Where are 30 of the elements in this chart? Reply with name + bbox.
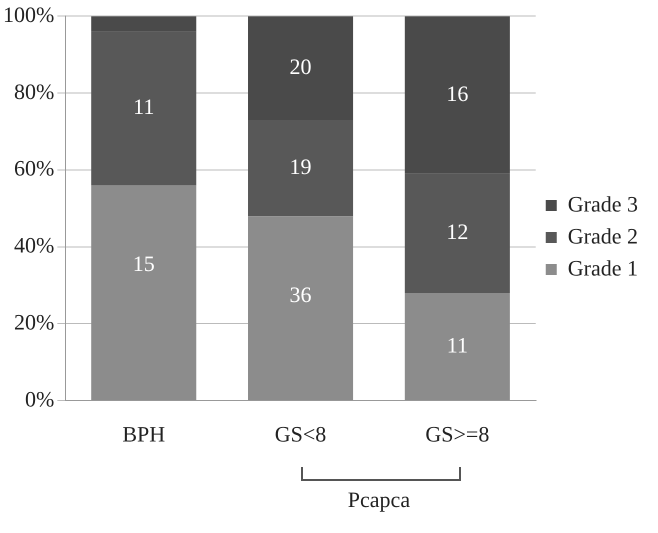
annotation: 20 [290, 54, 312, 79]
y-tick-label: 40% [14, 232, 54, 258]
annotation: 15 [132, 251, 155, 276]
text: Pcapca [348, 487, 410, 513]
annotation: 12 [446, 219, 468, 244]
x-tick-label: GS<8 [274, 422, 326, 447]
y-tick-label: 20% [14, 310, 54, 334]
annotation: 16 [446, 80, 468, 106]
annotation: 36 [290, 282, 312, 307]
bar [91, 185, 196, 400]
bar [248, 120, 354, 216]
y-tick-label: 0% [25, 386, 54, 412]
legend-label: Grade 3 [568, 191, 638, 216]
annotation: 11 [133, 94, 154, 120]
legend-label: Grade 2 [568, 223, 638, 248]
bar [91, 16, 196, 32]
x-tick-label: BPH [122, 422, 166, 447]
y-tick-label: 60% [14, 156, 54, 181]
y-tick-label: 80% [14, 78, 54, 104]
bar [248, 16, 354, 120]
y-tick-label: 100% [3, 2, 54, 27]
bar [404, 174, 510, 293]
bar [404, 292, 510, 400]
x-tick-label: GS>=8 [425, 422, 490, 447]
bar [248, 216, 354, 400]
annotation: 11 [446, 332, 468, 358]
legend-label: Grade 1 [568, 255, 638, 280]
annotation: 19 [290, 154, 312, 179]
bar [91, 32, 196, 186]
bar [404, 16, 510, 174]
